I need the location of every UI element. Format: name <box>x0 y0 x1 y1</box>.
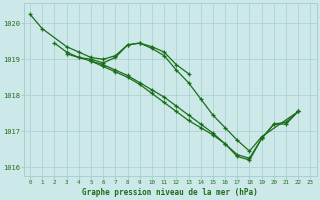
X-axis label: Graphe pression niveau de la mer (hPa): Graphe pression niveau de la mer (hPa) <box>82 188 258 197</box>
